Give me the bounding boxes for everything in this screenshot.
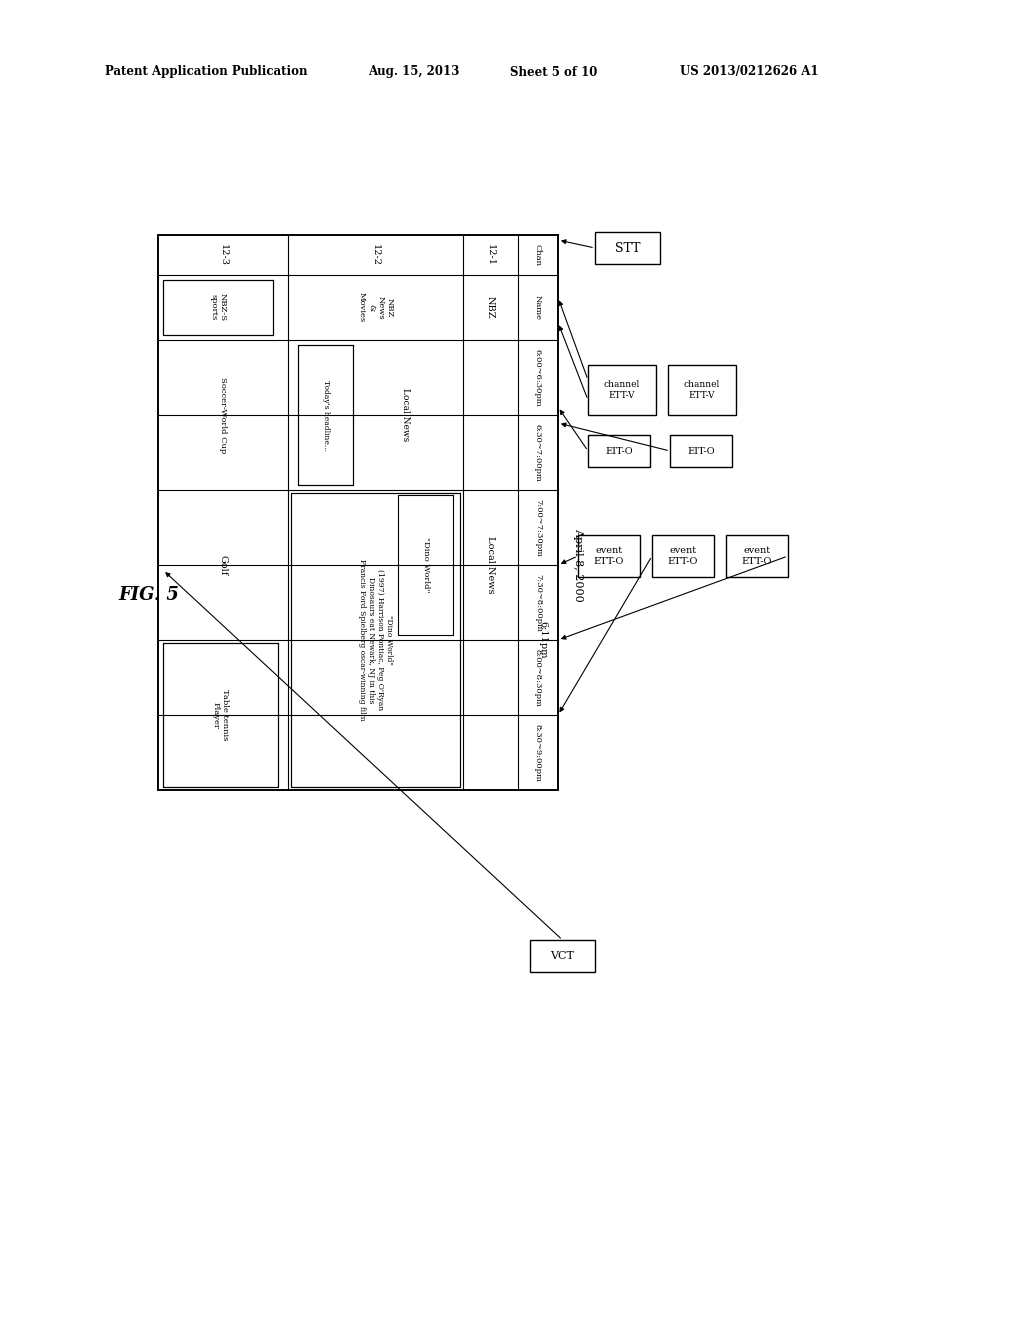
Bar — [588, 366, 656, 414]
Text: 12-3: 12-3 — [218, 244, 227, 267]
Bar — [652, 535, 714, 577]
Text: FIG. 5: FIG. 5 — [118, 586, 179, 605]
Text: Golf: Golf — [218, 554, 227, 576]
Text: Chan: Chan — [534, 244, 542, 267]
Bar — [726, 535, 788, 577]
Text: NBZ: NBZ — [486, 296, 495, 319]
Text: April 8, 2000: April 8, 2000 — [573, 528, 583, 602]
Text: Name: Name — [534, 294, 542, 319]
Text: 7:30~8:00pm: 7:30~8:00pm — [534, 574, 542, 631]
Text: "Dino World"
(1997) Harrison Pontiac, Peg O'Ryan
Dinosaurs eat Newark, NJ in thi: "Dino World" (1997) Harrison Pontiac, Pe… — [357, 560, 393, 721]
Bar — [670, 436, 732, 467]
Polygon shape — [158, 235, 558, 789]
Text: EIT-O: EIT-O — [605, 446, 633, 455]
Text: event
ETT-O: event ETT-O — [741, 546, 772, 566]
Text: 8:30~9:00pm: 8:30~9:00pm — [534, 723, 542, 781]
Text: 12-2: 12-2 — [371, 244, 380, 267]
Text: Table tennis
Player: Table tennis Player — [212, 689, 229, 741]
Bar — [668, 366, 736, 414]
Text: Soccer-World Cup: Soccer-World Cup — [219, 378, 227, 453]
Text: STT: STT — [614, 242, 640, 255]
Text: 6:11pm: 6:11pm — [539, 622, 548, 659]
Text: 6:30~7:00pm: 6:30~7:00pm — [534, 424, 542, 482]
Text: event
ETT-O: event ETT-O — [668, 546, 698, 566]
Text: Local News: Local News — [486, 536, 495, 594]
Text: Patent Application Publication: Patent Application Publication — [105, 66, 307, 78]
Text: EIT-O: EIT-O — [687, 446, 715, 455]
Polygon shape — [298, 345, 353, 484]
Bar — [578, 535, 640, 577]
Text: Local News: Local News — [401, 388, 410, 442]
Text: event
ETT-O: event ETT-O — [594, 546, 625, 566]
Text: 7:00~7:30pm: 7:00~7:30pm — [534, 499, 542, 557]
Polygon shape — [291, 492, 460, 787]
Bar — [530, 940, 595, 972]
Polygon shape — [163, 643, 278, 787]
Polygon shape — [163, 280, 273, 335]
Text: 6:00~6:30pm: 6:00~6:30pm — [534, 348, 542, 407]
Bar — [588, 436, 650, 467]
Text: VCT: VCT — [551, 950, 574, 961]
Bar — [595, 232, 660, 264]
Text: Today's headline...: Today's headline... — [322, 380, 330, 450]
Text: Aug. 15, 2013: Aug. 15, 2013 — [368, 66, 460, 78]
Text: NBZ-S
sports: NBZ-S sports — [209, 293, 226, 322]
Text: Sheet 5 of 10: Sheet 5 of 10 — [510, 66, 597, 78]
Text: channel
ETT-V: channel ETT-V — [684, 380, 720, 400]
Polygon shape — [398, 495, 453, 635]
Text: 8:00~8:30pm: 8:00~8:30pm — [534, 648, 542, 706]
Text: "Dino World": "Dino World" — [422, 537, 429, 593]
Text: NBZ
News
&
Movies: NBZ News & Movies — [357, 293, 393, 322]
Text: 12-1: 12-1 — [486, 244, 495, 267]
Text: channel
ETT-V: channel ETT-V — [604, 380, 640, 400]
Text: US 2013/0212626 A1: US 2013/0212626 A1 — [680, 66, 818, 78]
